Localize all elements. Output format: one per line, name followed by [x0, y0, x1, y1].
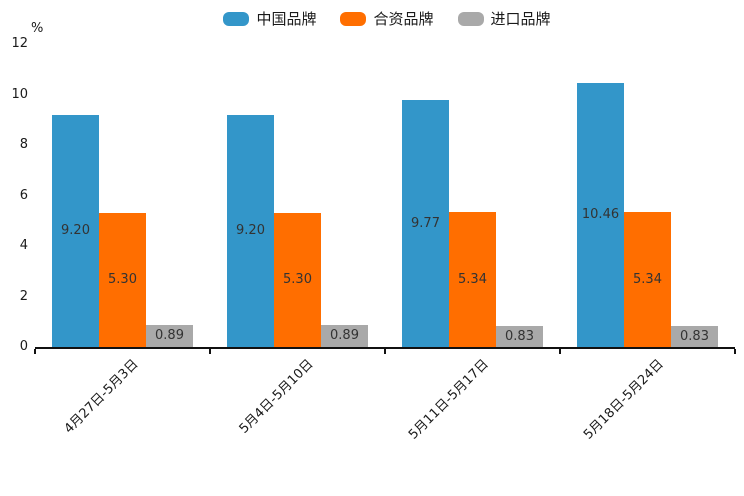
legend-swatch-icon: [340, 11, 367, 26]
bar-value-label: 0.89: [330, 327, 359, 343]
legend-swatch-icon: [223, 11, 250, 26]
y-tick-label: 4: [19, 238, 28, 253]
bar-value-label: 5.34: [458, 271, 487, 287]
y-axis-unit-label: %: [31, 21, 44, 36]
x-axis-tick: [384, 349, 386, 354]
legend-item-1: 合资品牌: [340, 8, 434, 29]
bar-value-label: 9.20: [236, 222, 265, 238]
x-axis-tick: [559, 349, 561, 354]
bar-series2-group3: [671, 326, 718, 347]
bar-series0-group3: [577, 82, 624, 347]
bar-value-label: 0.83: [505, 328, 534, 344]
x-axis-tick: [34, 349, 36, 354]
bar-value-label: 5.30: [283, 272, 312, 288]
bar-series2-group0: [146, 324, 193, 347]
bar-value-label: 0.89: [155, 327, 184, 343]
legend-item-0: 中国品牌: [223, 8, 316, 29]
bar-series2-group1: [321, 324, 368, 347]
y-tick-label: 10: [11, 86, 28, 102]
y-tick-label: 8: [19, 137, 28, 152]
bar-series1-group1: [274, 213, 321, 347]
legend-label: 合资品牌: [373, 10, 434, 28]
legend-item-2: 进口品牌: [457, 8, 551, 29]
bar-series0-group1: [227, 114, 274, 347]
y-tick-label: 2: [19, 288, 28, 304]
bar-series1-group3: [624, 212, 671, 347]
x-axis-tick: [734, 349, 736, 354]
bar-value-label: 9.77: [411, 215, 440, 231]
x-axis-line: [35, 347, 735, 349]
y-axis-labels: 0 2 4 6 8 10 12: [0, 36, 28, 354]
y-tick-label: 0: [19, 339, 28, 354]
legend: 中国品牌 合资品牌 进口品牌: [30, 8, 744, 29]
y-tick-label: 6: [19, 187, 28, 203]
bar-value-label: 5.30: [108, 272, 137, 288]
bar-value-label: 9.20: [61, 222, 90, 238]
legend-swatch-icon: [457, 11, 484, 26]
bar-value-label: 5.34: [633, 271, 662, 287]
x-axis-tick: [209, 349, 211, 354]
y-tick-label: 12: [11, 36, 28, 51]
bar-value-label: 10.46: [581, 206, 620, 222]
legend-label: 中国品牌: [256, 10, 317, 28]
plot-area: 9.20 9.20 9.77 10.46 5.30 5.30 5.34 5.34 0.89 0.8…: [34, 44, 736, 354]
bar-series0-group0: [52, 114, 99, 347]
legend-label: 进口品牌: [490, 10, 551, 28]
bar-series2-group2: [496, 326, 543, 347]
bar-value-label: 0.83: [680, 328, 709, 344]
bar-series1-group2: [449, 212, 496, 347]
bar-series0-group2: [402, 100, 449, 347]
bar-series1-group0: [99, 213, 146, 347]
